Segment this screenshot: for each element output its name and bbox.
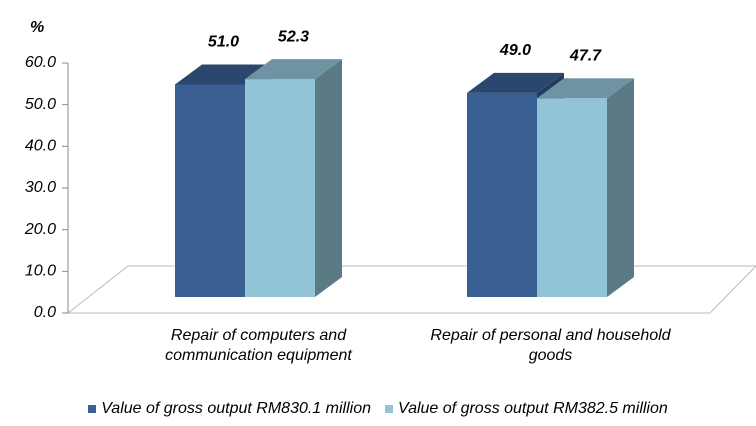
bar <box>537 98 607 297</box>
legend: Value of gross output RM830.1 million Val… <box>0 400 756 418</box>
bar-top <box>467 72 564 93</box>
floor <box>66 265 756 314</box>
y-axis-label: % <box>30 19 44 36</box>
y-tick-label: 40.0 <box>25 138 56 155</box>
y-tick-label: 60.0 <box>25 54 56 71</box>
bar <box>467 92 537 297</box>
bar-side <box>607 78 634 297</box>
data-label: 52.3 <box>278 28 309 45</box>
y-tick-label: 30.0 <box>25 179 56 196</box>
legend-swatch <box>385 405 393 413</box>
bar <box>175 84 245 297</box>
y-tick-label: 0.0 <box>34 304 56 321</box>
y-tick-label: 20.0 <box>24 221 56 238</box>
data-label: 47.7 <box>569 47 602 64</box>
data-label: 49.0 <box>499 42 531 59</box>
y-tick-label: 10.0 <box>25 263 56 280</box>
bar-side <box>315 59 342 298</box>
legend-swatch <box>88 405 97 413</box>
x-tick-label: Repair of personal and household goods <box>430 327 671 364</box>
legend-item: Value of gross output RM382.5 million <box>385 400 668 418</box>
y-tick-label: 50.0 <box>25 96 56 113</box>
data-label: 51.0 <box>208 34 239 51</box>
legend-item: Value of gross output RM830.1 million <box>88 400 371 418</box>
x-tick-label: Repair of computers and communication eq… <box>165 327 352 364</box>
bar <box>245 79 315 297</box>
bar-top <box>537 78 634 99</box>
legend-label: Value of gross output RM830.1 million <box>101 400 371 417</box>
legend-label: Value of gross output RM382.5 million <box>398 400 668 417</box>
bar-top <box>245 59 342 80</box>
